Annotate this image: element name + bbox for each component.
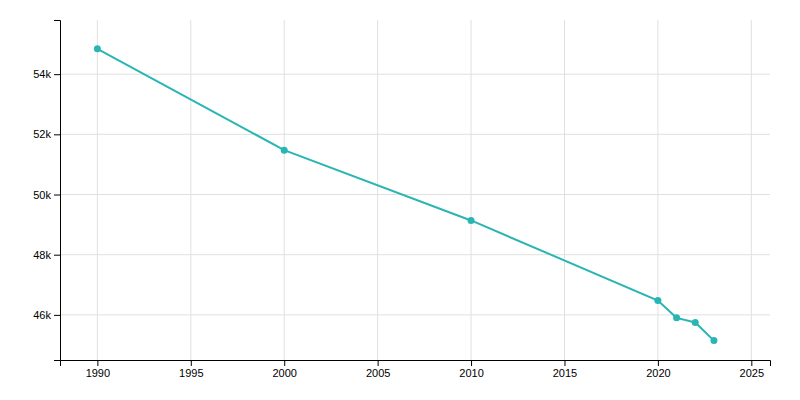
series	[94, 45, 718, 344]
x-grid-line	[657, 20, 658, 360]
x-tick: 2025	[740, 360, 764, 379]
x-tick-mark	[97, 360, 98, 366]
x-tick-mark	[471, 360, 472, 366]
y-tick: 46k	[33, 309, 60, 321]
y-tick-label: 46k	[33, 309, 51, 321]
x-tick-mark	[284, 360, 285, 366]
y-tick-mark	[54, 134, 60, 135]
x-tick-mark	[564, 360, 565, 366]
y-grid-line	[60, 134, 770, 135]
x-tick: 1995	[179, 360, 203, 379]
x-tick-mark	[751, 360, 752, 366]
x-tick: 2000	[272, 360, 296, 379]
y-grid-line	[60, 74, 770, 75]
x-grid-line	[284, 20, 285, 360]
point	[710, 337, 717, 344]
x-tick-label: 2005	[366, 367, 390, 379]
x-grid-line	[190, 20, 191, 360]
y-tick: 52k	[33, 128, 60, 140]
y-tick: 54k	[33, 68, 60, 80]
y-tick-mark	[54, 195, 60, 196]
y-tick-label: 54k	[33, 68, 51, 80]
x-grid-line	[471, 20, 472, 360]
x-tick-label: 2000	[272, 367, 296, 379]
y-tick: 50k	[33, 189, 60, 201]
x-tick: 2010	[459, 360, 483, 379]
y-axis-line	[54, 21, 61, 361]
point	[654, 297, 661, 304]
x-tick: 2005	[366, 360, 390, 379]
y-tick-label: 52k	[33, 128, 51, 140]
y-grid-line	[60, 314, 770, 315]
y-grid-line	[60, 194, 770, 195]
y-axis: 46k 48k 50k 52k 54k	[33, 21, 60, 361]
x-grid-line	[377, 20, 378, 360]
point	[94, 45, 101, 52]
x-tick-label: 2025	[740, 367, 764, 379]
x-tick-label: 2015	[553, 367, 577, 379]
point	[281, 147, 288, 154]
line	[97, 49, 714, 341]
chart-container: 1990 1995 2000 2005 2010 2015 2020 2025 46k 48k 50…	[0, 0, 800, 400]
y-tick-label: 50k	[33, 189, 51, 201]
grid	[60, 20, 770, 360]
point	[673, 314, 680, 321]
y-tick-mark	[54, 74, 60, 75]
x-grid-line	[751, 20, 752, 360]
x-tick-label: 1990	[86, 367, 110, 379]
x-tick-label: 1995	[179, 367, 203, 379]
x-axis-line	[61, 361, 771, 367]
y-grid-line	[60, 254, 770, 255]
x-tick-mark	[658, 360, 659, 366]
x-axis: 1990 1995 2000 2005 2010 2015 2020 2025	[61, 360, 771, 379]
x-tick-label: 2010	[459, 367, 483, 379]
x-tick-mark	[191, 360, 192, 366]
x-tick-mark	[378, 360, 379, 366]
y-tick-mark	[54, 315, 60, 316]
point	[692, 319, 699, 326]
x-tick: 1990	[86, 360, 110, 379]
x-tick: 2015	[553, 360, 577, 379]
chart: 1990 1995 2000 2005 2010 2015 2020 2025 46k 48k 50…	[0, 0, 800, 400]
x-tick: 2020	[646, 360, 670, 379]
x-grid-line	[564, 20, 565, 360]
y-tick-mark	[54, 255, 60, 256]
plot-area: 1990 1995 2000 2005 2010 2015 2020 2025 46k 48k 50…	[33, 20, 770, 379]
x-grid-line	[97, 20, 98, 360]
point	[468, 217, 475, 224]
y-tick-label: 48k	[33, 249, 51, 261]
x-tick-label: 2020	[646, 367, 670, 379]
y-tick: 48k	[33, 249, 60, 261]
